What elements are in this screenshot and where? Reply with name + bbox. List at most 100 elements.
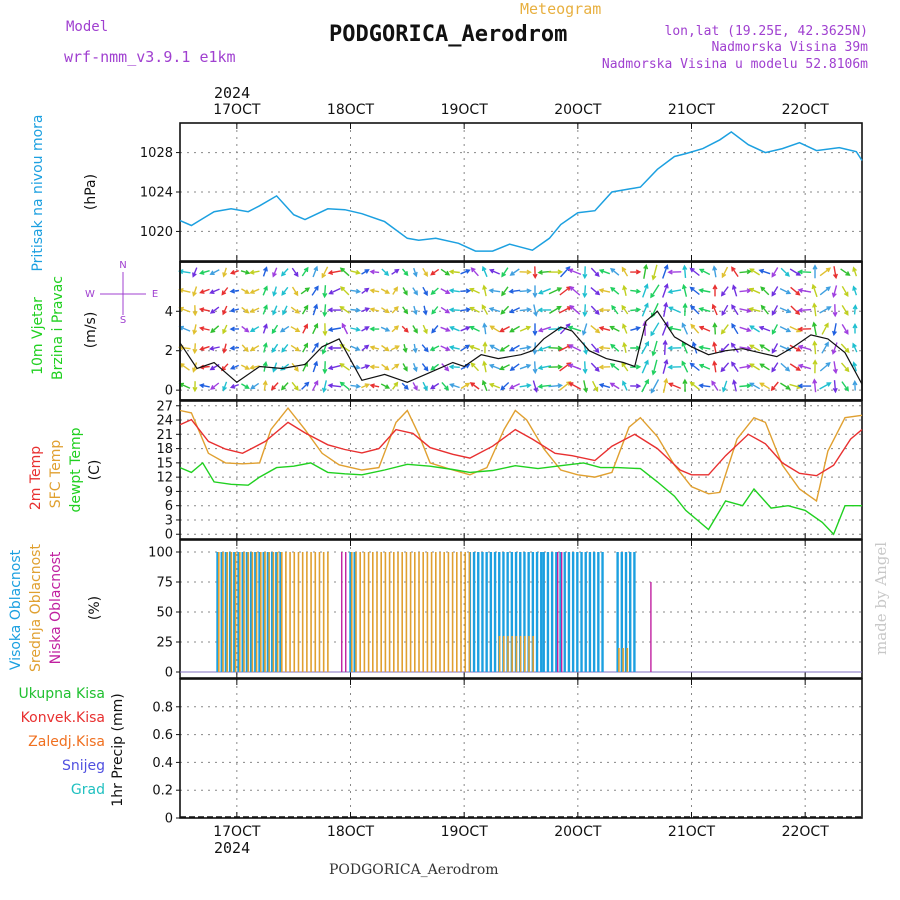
- wind-arrow: [290, 326, 301, 332]
- wind-arrow: [852, 266, 858, 277]
- wind-arrow: [360, 364, 371, 370]
- wind-arrow: [290, 306, 300, 314]
- x-tick-label-bottom: 18OCT: [327, 824, 375, 840]
- wind-arrow: [591, 380, 599, 393]
- wind-arrow: [241, 383, 250, 389]
- wind-arrow: [508, 307, 521, 314]
- wind-arrow: [322, 361, 328, 375]
- wind-arrow: [681, 322, 689, 335]
- wind-arrow: [852, 342, 858, 353]
- wind-arrow: [350, 326, 361, 332]
- wind-arrow: [610, 286, 620, 295]
- wind-arrow: [569, 304, 581, 315]
- wind-arrow: [279, 325, 290, 333]
- model-name: wrf-nmm_v3.9.1 e1km: [64, 48, 236, 66]
- wind-arrow: [380, 288, 391, 294]
- wind-arrow: [468, 345, 481, 351]
- panel-frame: [179, 261, 863, 401]
- wind-arrow: [760, 286, 770, 296]
- wind-arrow: [720, 362, 730, 373]
- wind-arrow: [739, 269, 752, 275]
- wind-arrow: [448, 345, 460, 351]
- wind-arrow: [749, 382, 761, 390]
- wind-arrow: [322, 285, 328, 299]
- wind-arrow: [441, 363, 450, 372]
- wind-arrow: [499, 325, 510, 333]
- wind-arrow: [199, 288, 210, 294]
- wind-arrow: [208, 345, 220, 351]
- y-tick-label: 0.6: [152, 728, 173, 743]
- wind-arrow: [812, 302, 818, 317]
- y-tick-label: 0.4: [152, 756, 173, 771]
- wind-arrow: [460, 269, 471, 275]
- wind-arrow: [749, 325, 760, 333]
- wind-arrow: [720, 286, 729, 297]
- wind-arrow: [650, 284, 660, 299]
- wind-arrow: [210, 382, 220, 390]
- wind-arrow: [402, 287, 408, 296]
- wind-arrow: [558, 306, 573, 314]
- wind-arrow: [402, 306, 409, 315]
- wind-arrow: [852, 323, 858, 334]
- wind-arrow: [832, 323, 837, 337]
- wind-arrow: [789, 363, 802, 371]
- wind-arrow: [422, 305, 428, 316]
- wind-arrow: [482, 284, 488, 297]
- high-cloud-axis-label: Visoka Oblacnost: [8, 549, 24, 670]
- wind-arrow: [533, 304, 538, 317]
- wind-arrow: [841, 381, 849, 392]
- wind-arrow: [488, 268, 500, 275]
- wind-arrow: [369, 364, 380, 370]
- wind-arrow: [811, 321, 817, 336]
- wind-arrow: [412, 325, 418, 334]
- wind-arrow: [797, 307, 812, 313]
- wind-arrow: [229, 307, 240, 313]
- pressure-unit-label: (hPa): [83, 174, 99, 210]
- wind-arrow: [469, 306, 480, 313]
- wind-arrow: [689, 362, 700, 372]
- wind-arrow: [327, 383, 342, 389]
- wind-arrow: [832, 361, 838, 375]
- x-tick-label-bottom: 21OCT: [668, 824, 716, 840]
- wind-arrow: [440, 326, 451, 332]
- wind-arrow: [221, 287, 229, 296]
- wind-arrow: [199, 345, 210, 351]
- wind-arrow: [448, 307, 460, 313]
- wind-arrow: [341, 322, 349, 335]
- wind-arrow: [482, 341, 488, 354]
- wind-arrow: [548, 345, 563, 351]
- wind-arrow: [590, 305, 600, 315]
- wind-arrow: [481, 265, 488, 278]
- wind-arrow: [192, 286, 198, 297]
- wind-arrow: [819, 286, 831, 296]
- wind-arrow: [429, 382, 440, 390]
- wind-arrow: [831, 285, 838, 298]
- wind-arrow: [569, 285, 581, 296]
- wind-arrow: [661, 321, 669, 336]
- wind-arrow: [852, 304, 858, 315]
- wind-arrow: [270, 382, 279, 391]
- wind-arrow: [819, 306, 832, 314]
- y-tick-label: 21: [156, 428, 173, 443]
- y-tick-label: 0: [165, 384, 173, 399]
- wind-arrow: [249, 288, 260, 294]
- wind-arrow: [611, 304, 619, 315]
- wind-arrow: [448, 288, 460, 294]
- wind-arrow: [651, 264, 658, 281]
- dewpt-axis-label: dewpt Temp: [68, 427, 84, 512]
- wind-arrow: [832, 380, 838, 394]
- wind-arrow: [739, 308, 752, 313]
- wind-arrow: [391, 268, 400, 275]
- wind-arrow: [590, 343, 600, 354]
- wind-arrow: [500, 305, 510, 315]
- wind-arrow: [748, 287, 761, 294]
- wind-arrow: [380, 326, 391, 332]
- y-tick-label: 3: [165, 513, 173, 528]
- wind-arrow: [582, 285, 588, 299]
- wind-axis-label: 10m Vjetar: [30, 297, 46, 375]
- wind-arrow: [210, 325, 220, 334]
- wind-arrow: [681, 341, 688, 354]
- wind-arrow: [422, 324, 428, 335]
- wind-arrow: [841, 305, 849, 316]
- x-tick-label-bottom: 19OCT: [441, 824, 489, 840]
